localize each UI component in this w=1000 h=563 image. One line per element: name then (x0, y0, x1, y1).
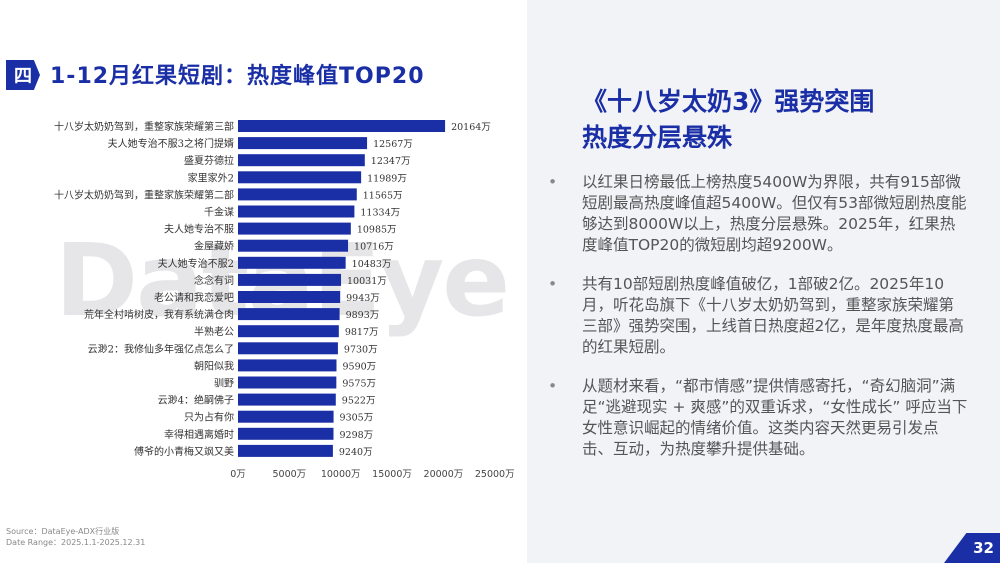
bar (238, 427, 334, 440)
value-label: 9893万 (346, 310, 380, 321)
headline-line-2: 热度分层悬殊 (582, 123, 733, 152)
x-tick-label: 5000万 (273, 469, 307, 480)
bar (238, 308, 340, 321)
bar (238, 256, 346, 269)
value-label: 9943万 (346, 293, 380, 304)
bar (238, 239, 349, 252)
category-label: 傅爷的小青梅又飒又美 (134, 445, 234, 458)
x-tick-label: 25000万 (475, 469, 515, 480)
bullet-item: • 从题材来看，“都市情感”提供情感寄托，“奇幻脑洞”满足“逃避现实 + 爽感”的… (548, 376, 968, 460)
value-label: 11334万 (360, 208, 400, 219)
value-label: 9298万 (339, 430, 373, 441)
category-label: 幸得相遇离婚时 (164, 428, 234, 441)
bar (238, 154, 365, 167)
bar (238, 120, 446, 132)
bullet-text: 从题材来看，“都市情感”提供情感寄托，“奇幻脑洞”满足“逃避现实 + 爽感”的双… (582, 377, 968, 458)
category-label: 家里家外2 (188, 171, 234, 184)
category-label: 盛夏芬德拉 (184, 154, 234, 167)
category-label: 金屋藏娇 (194, 240, 234, 253)
value-label: 12347万 (371, 156, 411, 167)
value-label: 11565万 (363, 190, 403, 201)
bullet-item: • 共有10部短剧热度峰值破亿，1部破2亿。2025年10月，听花岛旗下《十八岁太… (548, 274, 968, 358)
value-label: 10716万 (354, 242, 394, 253)
category-label: 老公请和我恋爱吧 (154, 291, 234, 304)
bullet-marker: • (548, 173, 558, 191)
category-label: 夫人她专治不服3之将门提婿 (108, 137, 234, 150)
category-label: 云渺4：绝嗣佛子 (158, 394, 234, 407)
category-label: 千金谋 (204, 206, 234, 219)
bar (238, 359, 337, 372)
value-label: 10483万 (352, 259, 392, 270)
value-label: 20164万 (451, 122, 491, 133)
category-label: 夫人她专治不服 (164, 223, 234, 236)
source-note: Source：DataEye-ADX行业版 Date Range：2025.1.… (6, 526, 145, 548)
bar (238, 273, 342, 286)
bullet-text: 共有10部短剧热度峰值破亿，1部破2亿。2025年10月，听花岛旗下《十八岁太奶… (582, 275, 964, 356)
x-tick-label: 0万 (230, 469, 246, 480)
value-label: 9575万 (342, 379, 376, 390)
category-label: 只为占有你 (184, 411, 234, 424)
category-label: 云渺2：我修仙多年强亿点怎么了 (88, 342, 234, 355)
right-panel (527, 0, 1000, 563)
value-label: 9522万 (342, 396, 376, 407)
x-tick-label: 10000万 (321, 469, 361, 480)
bar (238, 410, 334, 423)
bullet-marker: • (548, 377, 558, 395)
bullet-marker: • (548, 275, 558, 293)
value-label: 9305万 (340, 413, 374, 424)
bar (238, 376, 337, 389)
bar (238, 137, 368, 150)
value-label: 9730万 (344, 344, 378, 355)
bar (238, 222, 351, 235)
headline: 《十八岁太奶3》强势突围 热度分层悬殊 (582, 84, 982, 156)
bar (238, 342, 338, 355)
value-label: 12567万 (373, 139, 413, 150)
category-label: 荒年全村啃树皮，我有系统满仓肉 (84, 308, 234, 321)
bar (238, 171, 362, 184)
bar (238, 291, 341, 303)
section-title: 1-12月红果短剧：热度峰值TOP20 (50, 64, 425, 89)
value-label: 11989万 (367, 173, 407, 184)
category-label: 朝阳似我 (194, 360, 234, 372)
x-tick-label: 15000万 (372, 469, 412, 480)
category-label: 驯野 (214, 378, 234, 390)
x-tick-label: 20000万 (424, 469, 464, 480)
value-label: 10985万 (357, 225, 397, 236)
headline-line-1: 《十八岁太奶3》强势突围 (582, 87, 875, 116)
value-label: 9590万 (342, 361, 376, 372)
category-label: 十八岁太奶奶驾到，重整家族荣耀第二部 (54, 188, 234, 201)
category-label: 夫人她专治不服2 (158, 257, 234, 270)
value-label: 10031万 (347, 276, 387, 287)
bar (238, 188, 357, 201)
value-label: 9240万 (339, 447, 373, 458)
value-label: 9817万 (345, 327, 379, 338)
source-line: Source：DataEye-ADX行业版 (6, 527, 120, 536)
bar (238, 393, 336, 406)
bar (238, 205, 355, 218)
bullet-list: • 以红果日榜最低上榜热度5400W为界限，共有915部微短剧最高热度峰值超540… (548, 172, 968, 478)
bar (238, 325, 339, 338)
bullet-text: 以红果日榜最低上榜热度5400W为界限，共有915部微短剧最高热度峰值超5400… (582, 173, 967, 254)
bullet-item: • 以红果日榜最低上榜热度5400W为界限，共有915部微短剧最高热度峰值超540… (548, 172, 968, 256)
section-badge: 四 (6, 60, 40, 90)
date-range-line: Date Range：2025.1.1-2025.12.31 (6, 538, 146, 547)
category-label: 念念有词 (194, 274, 234, 287)
category-label: 半熟老公 (194, 325, 234, 338)
bar (238, 444, 333, 457)
category-label: 十八岁太奶奶驾到，重整家族荣耀第三部 (54, 120, 234, 133)
